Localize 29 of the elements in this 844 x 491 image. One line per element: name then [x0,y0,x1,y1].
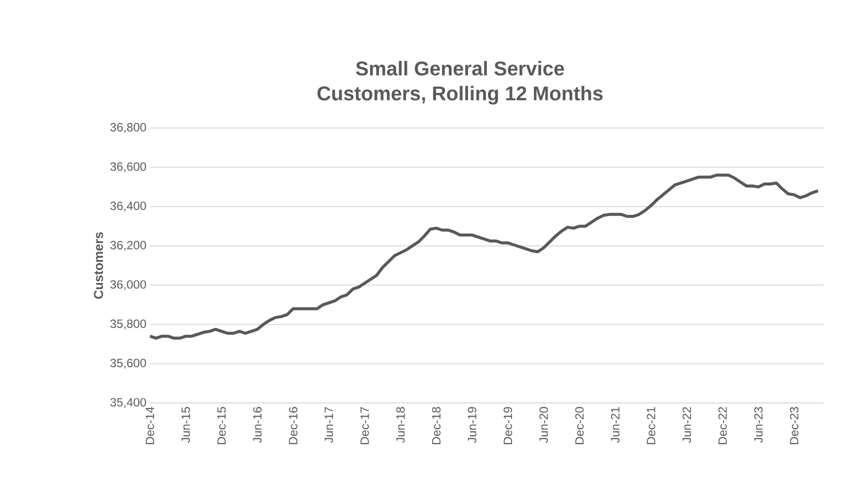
x-tick-label: Jun-23 [754,407,763,443]
y-tick-label: 35,800 [110,319,146,330]
x-tick-label: Jun-20 [539,406,548,443]
x-tick-label: Dec-20 [575,406,584,444]
y-tick-label: 35,400 [110,398,146,408]
y-tick-label: 35,600 [110,358,146,369]
x-tick-label: Jun-18 [396,407,405,443]
x-tick-label: Jun-17 [324,407,334,443]
x-tick-label: Dec-17 [360,407,369,444]
x-tick-label: Jun-16 [253,407,262,443]
x-tick-label: Dec-15 [217,407,226,444]
x-tick-label: Dec-21 [646,407,656,444]
y-tick-label: 36,200 [110,240,146,251]
x-tick-label: Jun-19 [468,407,476,443]
y-tick-label: 36,000 [110,280,146,290]
x-tick-label: Dec-23 [790,407,798,444]
x-tick-label: Dec-19 [504,407,512,444]
x-tick-label: Jun-21 [611,407,620,443]
x-tick-label: Dec-16 [288,407,298,444]
y-tick-label: 36,600 [110,162,146,172]
y-tick-label: 36,400 [110,202,146,212]
y-tick-label: 36,800 [110,123,146,133]
chart-title: Small General Service Customers, Rolling 12 Months [317,60,603,104]
x-tick-label: Dec-18 [432,407,441,444]
x-tick-label: Jun-22 [682,407,692,443]
x-tick-label: Dec-22 [718,407,727,444]
x-tick-label: Dec-14 [146,406,154,444]
y-axis-title: Customers [94,232,104,299]
x-tick-label: Jun-15 [182,407,190,443]
